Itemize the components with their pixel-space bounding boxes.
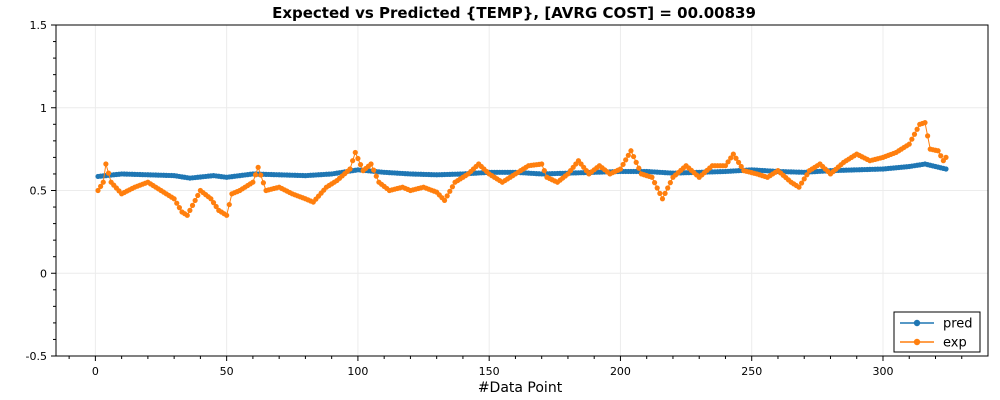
data-point-exp xyxy=(662,190,668,196)
data-point-exp xyxy=(651,180,658,186)
data-point-exp xyxy=(187,207,193,213)
data-point-exp xyxy=(799,180,805,186)
x-tick-label: 300 xyxy=(872,365,893,378)
data-point-exp xyxy=(738,163,744,170)
data-point-exp xyxy=(100,179,106,185)
data-point-exp xyxy=(804,172,810,178)
data-point-exp xyxy=(667,180,673,186)
data-point-exp xyxy=(192,197,198,204)
data-point-exp xyxy=(184,212,190,218)
data-point-exp xyxy=(447,188,453,194)
data-point-exp xyxy=(541,168,547,174)
data-point-exp xyxy=(801,176,807,182)
data-point-pred xyxy=(943,166,949,172)
legend: pred exp xyxy=(893,311,981,353)
y-tick-label: 1 xyxy=(40,102,47,115)
data-point-exp xyxy=(355,155,361,162)
data-point-exp xyxy=(628,148,634,154)
data-point-exp xyxy=(210,200,217,206)
legend-marker-exp xyxy=(913,338,921,346)
x-tick-label: 0 xyxy=(92,365,99,378)
series-exp xyxy=(95,120,949,218)
grid xyxy=(56,24,988,357)
legend-label-exp: exp xyxy=(943,336,967,351)
data-point-exp xyxy=(171,196,177,202)
data-point-exp xyxy=(539,161,545,167)
data-point-exp xyxy=(906,141,912,147)
data-point-exp xyxy=(350,158,356,164)
x-tick-label: 250 xyxy=(741,365,762,378)
data-point-exp xyxy=(796,184,802,190)
data-point-exp xyxy=(441,197,448,204)
data-point-exp xyxy=(922,120,928,126)
data-point-exp xyxy=(98,183,104,189)
data-point-exp xyxy=(725,159,731,165)
data-point-exp xyxy=(665,185,671,191)
data-point-exp xyxy=(938,153,944,159)
data-point-exp xyxy=(943,154,949,160)
x-tick-label: 50 xyxy=(220,365,234,378)
data-point-exp xyxy=(103,161,109,167)
data-point-exp xyxy=(250,179,256,185)
y-tick-label: 0 xyxy=(40,267,47,280)
data-point-exp xyxy=(617,166,624,172)
data-point-exp xyxy=(735,159,742,165)
chart-title: Expected vs Predicted {TEMP}, [AVRG COST… xyxy=(272,4,756,22)
data-point-exp xyxy=(620,161,626,168)
y-tick-label: 0.5 xyxy=(30,185,48,198)
x-axis-label: #Data Point xyxy=(478,380,563,396)
data-point-exp xyxy=(213,203,219,210)
data-point-exp xyxy=(722,163,729,169)
axis-ticks: 0 50 100 150 200 250 300 -0.5 0 0.5 1 1.5 xyxy=(26,19,963,378)
x-tick-label: 150 xyxy=(479,365,500,378)
data-point-exp xyxy=(176,205,182,211)
data-point-exp xyxy=(347,166,353,172)
data-point-exp xyxy=(255,164,261,170)
data-point-exp xyxy=(935,148,941,154)
x-tick-label: 200 xyxy=(610,365,631,378)
data-point-exp xyxy=(657,190,663,196)
data-point-exp xyxy=(649,174,655,180)
data-point-exp xyxy=(728,155,734,161)
data-point-exp xyxy=(633,159,639,165)
data-point-exp xyxy=(733,155,739,161)
data-point-exp xyxy=(623,157,629,163)
data-point-exp xyxy=(730,151,736,157)
data-point-exp xyxy=(195,192,201,199)
data-point-exp xyxy=(373,173,379,179)
data-point-exp xyxy=(352,149,358,156)
data-point-exp xyxy=(226,201,232,208)
data-point-exp xyxy=(625,152,631,158)
data-point-exp xyxy=(95,187,101,194)
data-point-exp xyxy=(636,165,642,171)
data-point-exp xyxy=(444,193,450,199)
data-point-exp xyxy=(654,185,660,191)
x-tick-label: 100 xyxy=(347,365,368,378)
data-point-exp xyxy=(911,131,918,137)
y-tick-label: 1.5 xyxy=(30,19,48,32)
data-point-exp xyxy=(208,196,214,202)
data-point-exp xyxy=(258,172,264,178)
data-point-exp xyxy=(909,136,915,142)
data-point-exp xyxy=(174,200,180,206)
data-point-exp xyxy=(224,212,230,218)
data-point-exp xyxy=(105,170,112,176)
legend-label-pred: pred xyxy=(943,317,973,332)
data-point-exp xyxy=(260,180,266,186)
data-point-exp xyxy=(925,133,931,139)
data-point-exp xyxy=(659,196,666,202)
legend-marker-pred xyxy=(913,319,921,327)
series-layer xyxy=(95,120,949,218)
data-point-exp xyxy=(357,161,364,168)
data-point-exp xyxy=(449,184,456,190)
legend-box xyxy=(893,311,981,353)
data-point-exp xyxy=(189,202,196,208)
data-point-exp xyxy=(914,126,920,132)
data-point-exp xyxy=(371,167,377,173)
y-tick-label: -0.5 xyxy=(26,350,47,363)
data-point-exp xyxy=(630,153,637,160)
data-point-exp xyxy=(252,172,259,178)
data-point-exp xyxy=(368,161,374,167)
